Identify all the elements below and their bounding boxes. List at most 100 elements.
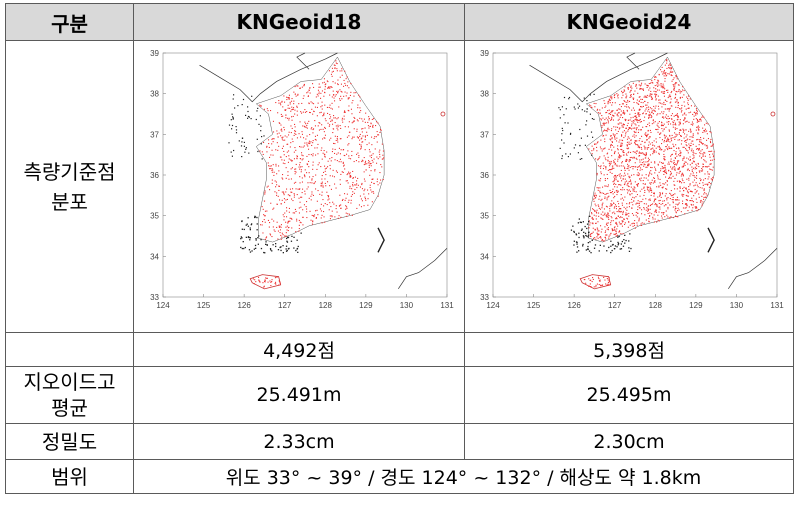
survey-point bbox=[650, 181, 652, 183]
survey-point bbox=[353, 95, 355, 97]
survey-point bbox=[666, 143, 668, 145]
survey-point bbox=[270, 164, 272, 166]
survey-point bbox=[691, 140, 693, 142]
survey-point bbox=[380, 128, 382, 130]
survey-point bbox=[658, 152, 660, 154]
survey-point bbox=[649, 182, 651, 184]
survey-point bbox=[610, 144, 612, 146]
survey-point bbox=[298, 219, 300, 221]
island-point bbox=[232, 115, 234, 117]
survey-point bbox=[682, 146, 684, 148]
survey-point bbox=[633, 222, 635, 224]
survey-point bbox=[620, 164, 622, 166]
survey-point bbox=[302, 154, 304, 156]
jeju-point bbox=[258, 279, 260, 281]
survey-point bbox=[597, 233, 599, 235]
survey-point bbox=[340, 173, 342, 175]
survey-point bbox=[359, 117, 361, 119]
survey-point bbox=[665, 171, 667, 173]
survey-point bbox=[613, 182, 615, 184]
survey-point bbox=[341, 67, 343, 69]
survey-point bbox=[641, 168, 643, 170]
survey-point bbox=[627, 128, 629, 130]
survey-point bbox=[637, 121, 639, 123]
survey-point bbox=[683, 186, 685, 188]
survey-point bbox=[308, 140, 310, 142]
survey-point bbox=[649, 106, 651, 108]
survey-point bbox=[271, 171, 273, 173]
survey-point bbox=[311, 193, 313, 195]
jeju-point bbox=[270, 281, 272, 283]
island-point bbox=[617, 243, 619, 245]
survey-point bbox=[632, 121, 634, 123]
survey-point bbox=[691, 162, 693, 164]
survey-point bbox=[330, 188, 332, 190]
island-point bbox=[624, 234, 626, 236]
survey-point bbox=[626, 188, 628, 190]
survey-point bbox=[604, 106, 606, 108]
survey-point bbox=[322, 81, 324, 83]
y-tick-label: 39 bbox=[150, 49, 159, 58]
survey-point bbox=[327, 122, 329, 124]
survey-point bbox=[642, 152, 644, 154]
survey-point bbox=[661, 211, 663, 213]
survey-point bbox=[649, 188, 651, 190]
survey-point bbox=[671, 118, 673, 120]
survey-point bbox=[368, 164, 370, 166]
island-point bbox=[287, 236, 289, 238]
survey-point bbox=[645, 96, 647, 98]
survey-point bbox=[678, 147, 680, 149]
survey-point bbox=[595, 157, 597, 159]
survey-point bbox=[604, 138, 606, 140]
survey-point bbox=[366, 134, 368, 136]
survey-point bbox=[312, 175, 314, 177]
survey-point bbox=[644, 109, 646, 111]
survey-point bbox=[648, 89, 650, 91]
survey-point bbox=[361, 182, 363, 184]
survey-point bbox=[607, 228, 609, 230]
jeju-point bbox=[605, 282, 607, 284]
survey-point bbox=[696, 209, 698, 211]
survey-point bbox=[347, 96, 349, 98]
survey-point bbox=[652, 216, 654, 218]
survey-point bbox=[646, 94, 648, 96]
survey-point bbox=[290, 191, 292, 193]
survey-point bbox=[637, 182, 639, 184]
survey-point bbox=[706, 139, 708, 141]
survey-point bbox=[303, 94, 305, 96]
survey-point bbox=[281, 100, 283, 102]
survey-point bbox=[678, 123, 680, 125]
survey-point bbox=[669, 67, 671, 69]
survey-point bbox=[623, 188, 625, 190]
survey-point bbox=[261, 205, 263, 207]
survey-point bbox=[661, 110, 663, 112]
jeju-point bbox=[584, 278, 586, 280]
survey-point bbox=[680, 110, 682, 112]
survey-point bbox=[603, 134, 605, 136]
survey-point bbox=[597, 220, 599, 222]
survey-point bbox=[654, 110, 656, 112]
survey-point bbox=[273, 207, 275, 209]
survey-point bbox=[634, 112, 636, 114]
survey-point bbox=[611, 116, 613, 118]
survey-point bbox=[627, 99, 629, 101]
survey-point bbox=[645, 108, 647, 110]
survey-point bbox=[333, 142, 335, 144]
survey-point bbox=[703, 179, 705, 181]
survey-point bbox=[303, 125, 305, 127]
survey-point bbox=[637, 112, 639, 114]
survey-point bbox=[301, 176, 303, 178]
survey-point bbox=[607, 102, 609, 104]
survey-point bbox=[672, 198, 674, 200]
survey-point bbox=[611, 168, 613, 170]
survey-point bbox=[637, 212, 639, 214]
survey-point bbox=[681, 194, 683, 196]
survey-point bbox=[300, 110, 302, 112]
survey-point bbox=[674, 114, 676, 116]
survey-point bbox=[285, 177, 287, 179]
survey-point bbox=[596, 109, 598, 111]
island-point bbox=[231, 124, 234, 126]
survey-point bbox=[650, 116, 652, 118]
survey-point bbox=[673, 85, 675, 87]
survey-point bbox=[684, 207, 686, 209]
